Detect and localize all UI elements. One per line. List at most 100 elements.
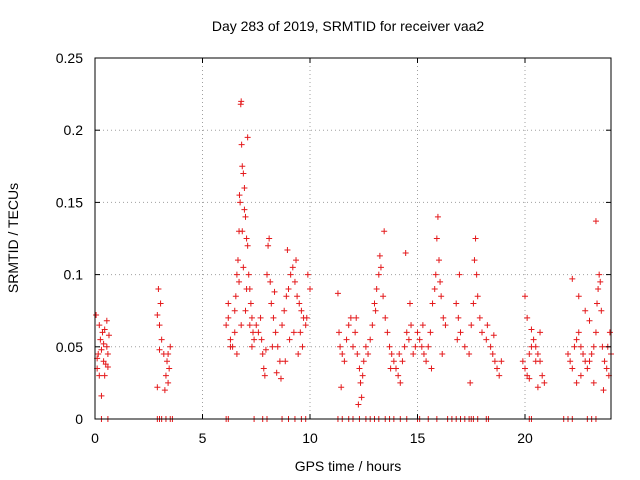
data-point	[386, 343, 393, 350]
data-point	[223, 322, 230, 329]
data-point	[255, 329, 262, 336]
data-point	[237, 199, 244, 206]
data-point	[466, 351, 473, 358]
data-point	[242, 213, 249, 220]
data-point	[294, 293, 301, 300]
data-point	[236, 192, 243, 199]
data-point	[433, 235, 440, 242]
data-point	[362, 343, 369, 350]
data-point	[241, 184, 248, 191]
data-point	[100, 340, 107, 347]
x-tick-label: 10	[302, 430, 318, 446]
data-point	[532, 343, 539, 350]
data-point	[227, 336, 234, 343]
data-point	[567, 358, 574, 365]
data-point	[274, 343, 281, 350]
data-point	[258, 336, 265, 343]
data-point	[345, 322, 352, 329]
data-point	[402, 249, 409, 256]
data-point	[498, 358, 505, 365]
data-point	[474, 293, 481, 300]
y-tick-label: 0.05	[56, 339, 83, 355]
data-point	[367, 336, 374, 343]
plot-frame	[94, 57, 612, 420]
data-point	[473, 271, 480, 278]
data-point	[304, 271, 311, 278]
data-point	[93, 312, 100, 319]
data-point	[440, 314, 447, 321]
data-point	[338, 384, 345, 391]
data-point	[468, 322, 475, 329]
data-point	[98, 346, 105, 353]
data-point	[253, 322, 260, 329]
data-point	[410, 351, 417, 358]
data-point	[276, 358, 283, 365]
axis-ticks: 0 5 10 15 20 0 0.05 0.1 0.15 0.2 0.25	[56, 50, 611, 446]
data-point	[519, 358, 526, 365]
data-point	[541, 379, 548, 386]
data-point	[438, 293, 445, 300]
data-point	[592, 329, 599, 336]
data-point	[390, 358, 397, 365]
data-point	[522, 293, 528, 300]
data-point	[251, 336, 258, 343]
data-point	[470, 300, 477, 307]
data-point	[471, 257, 478, 264]
data-point	[569, 365, 576, 372]
data-point	[97, 336, 104, 343]
data-point	[399, 358, 406, 365]
data-point	[356, 365, 363, 372]
data-point	[423, 358, 430, 365]
data-point	[267, 278, 274, 285]
data-point	[387, 365, 394, 372]
data-point	[606, 329, 613, 336]
data-point	[577, 343, 584, 350]
data-point	[104, 351, 111, 358]
data-point	[268, 300, 275, 307]
data-point	[287, 271, 294, 278]
data-point	[532, 358, 539, 365]
data-point	[528, 326, 535, 333]
data-point	[412, 343, 419, 350]
data-point	[479, 329, 485, 336]
data-point	[262, 346, 269, 353]
data-point	[476, 314, 483, 321]
data-point	[96, 322, 103, 329]
data-point	[582, 307, 589, 314]
data-point	[406, 300, 413, 307]
data-point	[158, 336, 165, 343]
data-point	[597, 278, 604, 285]
data-point	[244, 134, 251, 141]
data-point	[575, 329, 582, 336]
data-point	[240, 170, 247, 177]
data-point	[586, 358, 593, 365]
data-point	[431, 286, 438, 293]
data-point	[377, 264, 384, 271]
data-point	[395, 372, 402, 379]
data-point	[358, 394, 365, 401]
data-point	[266, 235, 273, 242]
data-point	[461, 343, 468, 350]
data-point	[286, 336, 293, 343]
data-point	[592, 218, 599, 225]
data-point	[154, 312, 161, 319]
data-point	[360, 358, 367, 365]
data-point	[95, 351, 102, 358]
data-point	[388, 351, 395, 358]
data-point	[245, 271, 252, 278]
data-point	[599, 343, 606, 350]
data-point	[248, 314, 255, 321]
data-point	[590, 343, 597, 350]
data-point	[494, 365, 501, 372]
data-point	[434, 213, 441, 220]
y-tick-label: 0.1	[64, 267, 84, 283]
data-point	[418, 343, 425, 350]
data-point	[156, 322, 163, 329]
data-point	[261, 372, 268, 379]
data-point	[526, 351, 533, 358]
x-tick-label: 15	[410, 430, 426, 446]
data-point	[244, 242, 251, 249]
data-point	[573, 379, 580, 386]
data-point	[490, 332, 497, 339]
data-point	[414, 329, 421, 336]
